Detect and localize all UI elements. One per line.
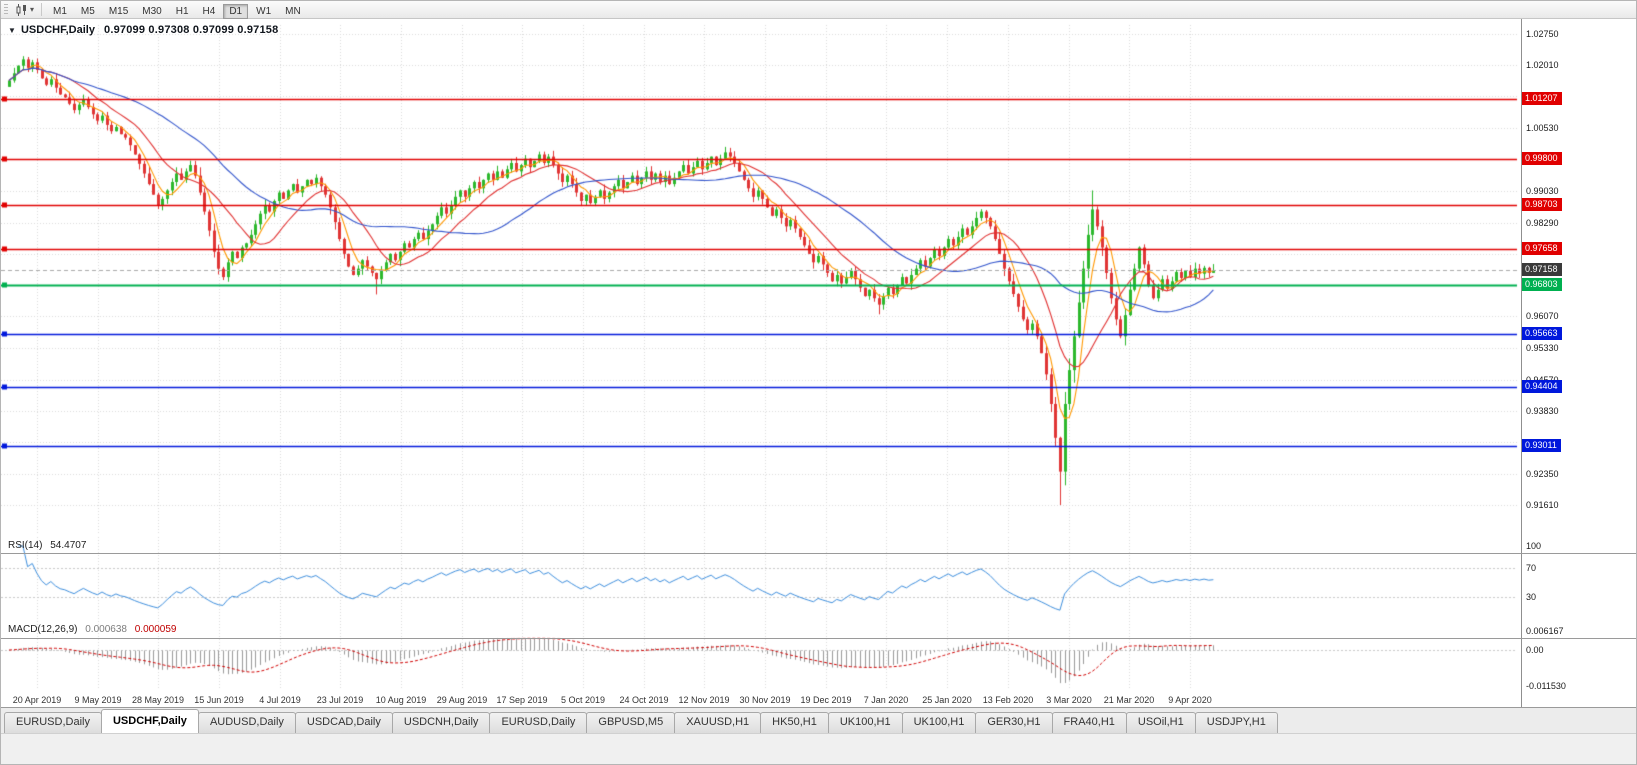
tab-usdcnh-daily[interactable]: USDCNH,Daily [391,712,491,733]
macd-name: MACD(12,26,9) [8,624,78,635]
tab-uk100-h1[interactable]: UK100,H1 [827,712,903,733]
chart-area[interactable]: ▼ USDCHF,Daily 0.97099 0.97308 0.97099 0… [1,19,1521,707]
candlestick-icon [16,3,26,16]
current-price-label: 0.97158 [1522,263,1562,276]
chart-symbol-period: USDCHF,Daily [20,24,95,36]
timeframe-button-m1[interactable]: M1 [47,4,73,19]
tab-uk100-h1[interactable]: UK100,H1 [901,712,977,733]
chart-tabs: EURUSD,Daily USDCHF,Daily AUDUSD,Daily USDC… [1,707,1636,733]
timeframe-button-h4[interactable]: H4 [197,4,222,19]
window-background [1,733,1636,764]
level-price-label: 0.98703 [1522,198,1562,211]
level-price-label: 0.99800 [1522,152,1562,165]
timeframe-button-d1[interactable]: D1 [223,3,249,19]
rsi-tick: 30 [1526,592,1537,602]
timeframe-button-w1[interactable]: W1 [250,4,277,19]
macd-tick: -0.011530 [1526,681,1566,691]
price-tick: 0.91610 [1526,500,1559,510]
toolbar-separator [41,3,43,16]
macd-tick: 0.00 [1526,645,1544,655]
price-tick: 0.96070 [1526,311,1559,321]
price-tick: 0.92350 [1526,469,1559,479]
price-tick: 0.93830 [1526,406,1559,416]
timeframe-button-m30[interactable]: M30 [136,4,167,19]
price-tick: 0.95330 [1526,343,1559,353]
toolbar: ▾ M1 M5 M15 M30 H1 H4 D1 W1 MN [1,1,1636,19]
timeframe-button-m5[interactable]: M5 [75,4,101,19]
timeframe-buttons: M1 M5 M15 M30 H1 H4 D1 W1 MN [46,1,308,19]
tab-eurusd-daily[interactable]: EURUSD,Daily [4,712,102,733]
tab-xauusd-h1[interactable]: XAUUSD,H1 [674,712,762,733]
rsi-name: RSI(14) [8,540,43,551]
price-tick: 0.99030 [1526,186,1559,196]
tab-audusd-daily[interactable]: AUDUSD,Daily [197,712,296,733]
price-tick: 1.02750 [1526,29,1559,39]
tab-usdcad-daily[interactable]: USDCAD,Daily [294,712,393,733]
tab-usdjpy-h1[interactable]: USDJPY,H1 [1194,712,1278,733]
price-tick: 1.02010 [1526,60,1559,70]
tab-hk50-h1[interactable]: HK50,H1 [760,712,829,733]
level-price-label: 0.96803 [1522,278,1562,291]
dropdown-caret-icon: ▾ [30,5,35,14]
level-price-label: 0.93011 [1522,439,1561,452]
rsi-indicator-label: RSI(14) 54.4707 [8,540,86,551]
rsi-tick: 100 [1526,541,1542,551]
rsi-panel-separator[interactable] [1,553,1636,554]
tab-fra40-h1[interactable]: FRA40,H1 [1051,712,1127,733]
macd-hist-value: 0.000638 [85,624,127,635]
tab-eurusd-daily[interactable]: EURUSD,Daily [489,712,588,733]
tab-usoil-h1[interactable]: USOil,H1 [1125,712,1196,733]
level-price-label: 0.97658 [1522,242,1562,255]
timeframe-button-m15[interactable]: M15 [103,4,134,19]
price-chart-canvas[interactable] [1,19,1521,707]
chart-ohlc-values: 0.97099 0.97308 0.97099 0.97158 [104,24,279,36]
price-tick: 1.00530 [1526,123,1559,133]
macd-indicator-label: MACD(12,26,9) 0.000638 0.000059 [8,624,176,635]
chart-title: ▼ USDCHF,Daily 0.97099 0.97308 0.97099 0… [8,24,278,36]
macd-signal-value: 0.000059 [134,624,177,635]
tab-gbpusd-m5[interactable]: GBPUSD,M5 [586,712,676,733]
macd-panel-separator[interactable] [1,638,1636,639]
level-price-label: 0.94404 [1522,380,1562,393]
toolbar-grip[interactable] [4,3,8,16]
rsi-tick: 70 [1526,563,1537,573]
level-price-label: 1.01207 [1522,92,1562,105]
price-tick: 0.98290 [1526,218,1559,228]
price-axis[interactable]: 1.02750 1.02010 1.00530 0.99030 0.98290 0.960… [1521,19,1636,707]
chart-type-icon[interactable]: ▾ [12,2,37,18]
collapse-icon[interactable]: ▼ [8,26,16,35]
timeframe-button-mn[interactable]: MN [279,4,307,19]
level-price-label: 0.95663 [1522,327,1562,340]
tab-usdchf-daily[interactable]: USDCHF,Daily [100,709,199,733]
macd-tick: 0.006167 [1526,626,1564,636]
tab-ger30-h1[interactable]: GER30,H1 [975,712,1053,733]
rsi-value: 54.4707 [50,540,87,551]
timeframe-button-h1[interactable]: H1 [170,4,195,19]
